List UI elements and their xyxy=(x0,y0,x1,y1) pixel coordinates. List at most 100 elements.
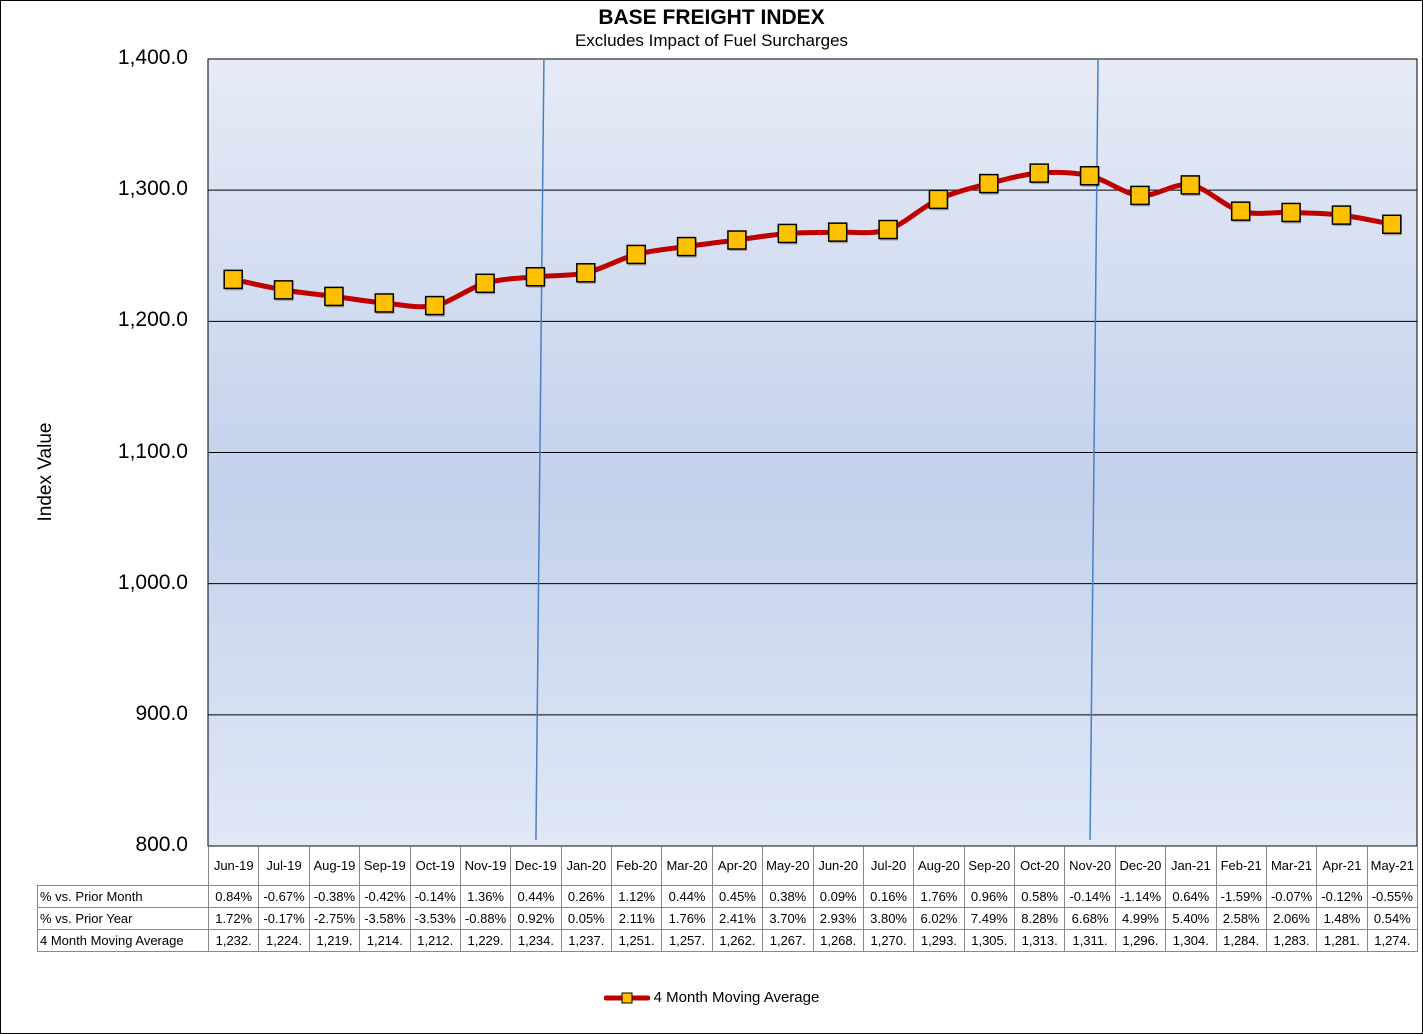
data-point xyxy=(475,273,495,294)
chart-title: BASE FREIGHT INDEX xyxy=(598,6,825,29)
table-cell: -0.14% xyxy=(1064,885,1116,908)
table-cell: 1,284. xyxy=(1215,929,1267,952)
table-cell: 1,267. xyxy=(762,929,814,952)
data-point xyxy=(626,244,646,265)
table-cell: 0.96% xyxy=(963,885,1016,908)
data-point xyxy=(525,266,546,287)
table-cell: 3.70% xyxy=(762,907,814,930)
table-cell: 1,274. xyxy=(1366,929,1419,952)
data-point xyxy=(777,223,798,244)
table-cell: 1,262. xyxy=(711,929,764,952)
table-cell: 1.12% xyxy=(610,885,663,908)
legend-symbol xyxy=(603,992,650,1004)
table-cell: 1,270. xyxy=(862,929,915,952)
table-cell: 0.44% xyxy=(661,885,713,908)
x-tick-label: Oct-​20 xyxy=(1013,846,1066,886)
x-tick-label: Jan-​20 xyxy=(560,846,613,886)
table-cell: -1.59% xyxy=(1215,885,1267,908)
table-cell: 2.93% xyxy=(812,907,864,930)
x-tick-label: Sep-​19 xyxy=(359,846,411,886)
table-cell: -0.55% xyxy=(1366,885,1419,908)
table-cell: -0.67% xyxy=(258,885,310,908)
y-tick-label: 1,000.0 xyxy=(117,570,188,594)
x-tick-label: Aug-​19 xyxy=(308,846,361,886)
grid-lines xyxy=(208,189,1417,716)
data-point xyxy=(676,236,697,257)
data-point xyxy=(1331,205,1352,225)
table-cell: 6.68% xyxy=(1064,907,1116,930)
x-tick-label: Apr-​21 xyxy=(1316,846,1368,886)
table-cell: -3.58% xyxy=(359,907,411,930)
table-cell: -0.42% xyxy=(359,885,411,908)
table-cell: -3.53% xyxy=(409,907,461,930)
table-cell: 7.49% xyxy=(963,907,1016,930)
table-cell: 0.54% xyxy=(1366,907,1419,930)
table-cell: -0.88% xyxy=(459,907,512,930)
data-point xyxy=(1130,185,1150,206)
table-cell: -0.12% xyxy=(1316,885,1368,908)
table-cell: -0.14% xyxy=(409,885,461,908)
table-cell: 8.28% xyxy=(1013,907,1066,930)
data-point xyxy=(727,230,747,250)
table-cell: 1,305. xyxy=(963,929,1016,952)
table-cell: 1.48% xyxy=(1316,907,1368,930)
table-row: % vs. Prior Month 0.84% -0.67% -0.38% -0.42%… xyxy=(37,885,1419,908)
table-cell: 3.80% xyxy=(862,907,915,930)
y-tick-label: 1,400.0 xyxy=(117,46,188,69)
x-tick-label: May-​21 xyxy=(1366,846,1419,886)
y-tick-label: 1,100.0 xyxy=(117,439,188,463)
data-point xyxy=(979,173,999,194)
table-cell: 1,234. xyxy=(510,929,562,952)
x-tick-label: Aug-​20 xyxy=(913,846,965,886)
table-cell: 0.58% xyxy=(1013,885,1066,908)
x-tick-label: Jul-​20 xyxy=(862,846,915,886)
x-tick-label: Feb-​20 xyxy=(610,846,663,886)
table-cell: 1,212. xyxy=(409,929,461,952)
table-cell: 4.99% xyxy=(1114,907,1167,930)
table-cell: 0.38% xyxy=(762,885,814,908)
x-tick-label: Dec-​20 xyxy=(1114,846,1167,886)
table-cell: 1,219. xyxy=(308,929,361,952)
x-tick-label: May-​20 xyxy=(762,846,814,886)
x-tick-label: Feb-​21 xyxy=(1215,846,1267,886)
year-dividers xyxy=(535,58,1099,841)
table-cell: 1,268. xyxy=(812,929,864,952)
table-cell: 1.76% xyxy=(661,907,713,930)
table-cell: -0.38% xyxy=(308,885,361,908)
table-cell: 0.45% xyxy=(711,885,764,908)
data-point xyxy=(1079,165,1100,186)
data-point xyxy=(878,219,898,240)
table-cell: -1.14% xyxy=(1114,885,1167,908)
table-cell: 5.40% xyxy=(1165,907,1217,930)
table-cell: 2.41% xyxy=(711,907,764,930)
table-cell: -2.75% xyxy=(308,907,361,930)
data-table: Jun-​19 Jul-​19 Aug-​19 Sep-​19 Oct-​19 Nov-​… xyxy=(37,846,1419,952)
table-cell: 0.09% xyxy=(812,885,864,908)
data-point xyxy=(273,280,294,300)
legend-label: 4 Month Moving Average xyxy=(653,989,820,1006)
table-cell: 1.76% xyxy=(913,885,965,908)
series-4-month-moving-average xyxy=(223,163,1402,317)
table-cell: -0.07% xyxy=(1265,885,1318,908)
x-tick-label: Nov-​19 xyxy=(459,846,512,886)
x-tick-label: Dec-​19 xyxy=(510,846,562,886)
x-tick-label: Jun-​19 xyxy=(207,846,260,886)
y-tick-label: 1,300.0 xyxy=(117,177,188,201)
table-row-label: 4 Month Moving Average xyxy=(37,929,209,952)
data-point xyxy=(576,263,596,283)
table-cell: 1,237. xyxy=(560,929,613,952)
year-divider-line xyxy=(535,58,545,841)
table-cell: 0.84% xyxy=(207,885,260,908)
data-point xyxy=(928,189,949,210)
data-point xyxy=(324,286,344,307)
x-tick-label: Apr-​20 xyxy=(711,846,764,886)
table-cell: 0.64% xyxy=(1165,885,1217,908)
data-point xyxy=(1230,201,1251,221)
x-tick-label: Mar-​21 xyxy=(1265,846,1318,886)
table-cell: 1,257. xyxy=(661,929,713,952)
table-row-label: % vs. Prior Month xyxy=(37,885,209,908)
table-cell: 1,229. xyxy=(459,929,512,952)
data-point xyxy=(1029,163,1049,183)
table-cell: 0.16% xyxy=(862,885,915,908)
